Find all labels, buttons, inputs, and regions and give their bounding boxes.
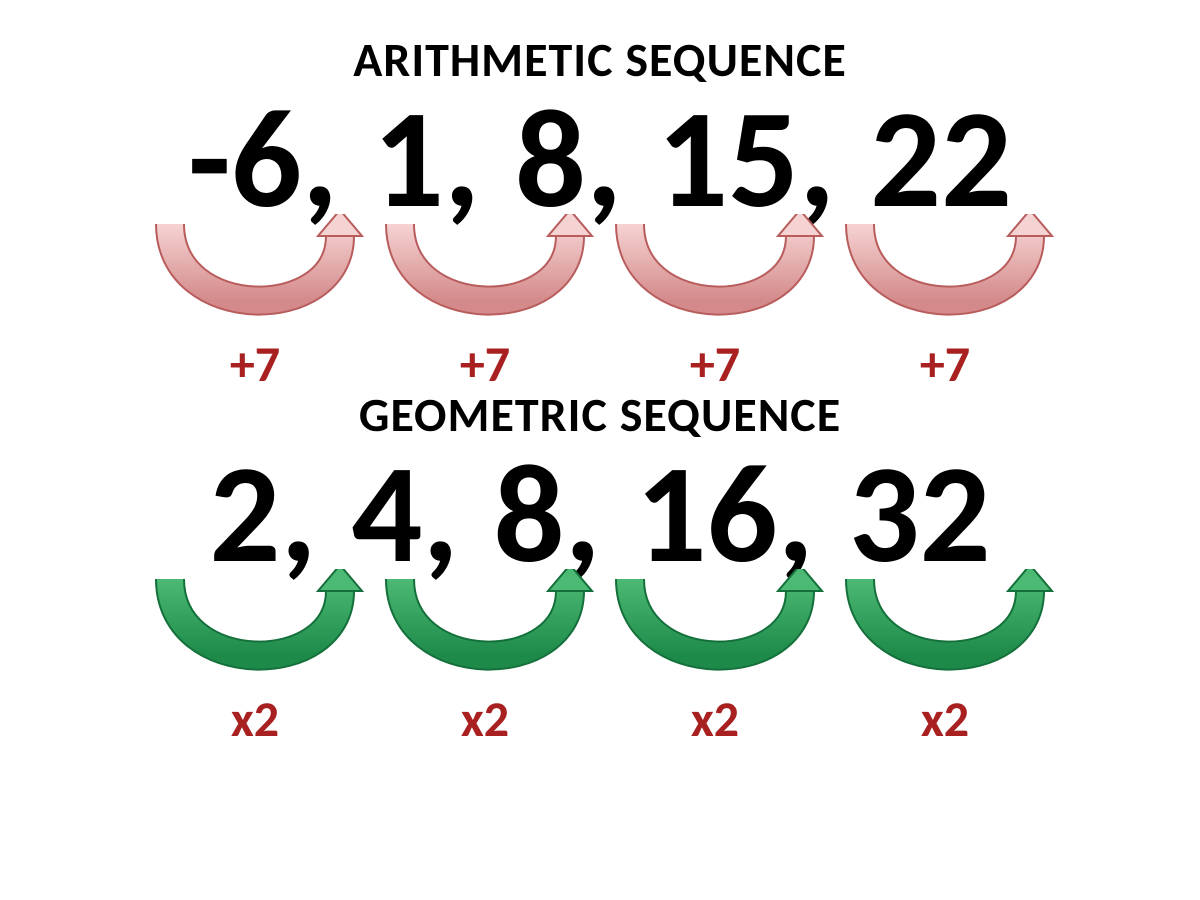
curved-arrow-icon [830,569,1060,689]
operation-label: x2 [231,689,279,750]
curved-arrow-icon [370,214,600,334]
operation-label: x2 [921,689,969,750]
arithmetic-arrows-row [140,214,1060,334]
geometric-operations-row: x2 x2 x2 x2 [140,689,1060,750]
curved-arrow-icon [830,214,1060,334]
sequence-term: 15, [657,89,835,229]
sequence-term: 16, [636,444,814,584]
operation-label: x2 [461,689,509,750]
diagram-container: ARITHMETIC SEQUENCE -6,1,8,15,22 +7+7+7+… [0,0,1200,900]
sequence-term: 4, [352,444,459,584]
sequence-term: 8, [515,89,622,229]
curved-arrow-icon [370,569,600,689]
arithmetic-section: ARITHMETIC SEQUENCE -6,1,8,15,22 +7+7+7+… [140,30,1060,395]
sequence-term: 1, [373,89,480,229]
geometric-section: GEOMETRIC SEQUENCE 2,4,8,16,32 x2x2x2x2 [140,385,1060,750]
sequence-term: 32 [849,444,991,584]
sequence-term: 2, [209,444,316,584]
curved-arrow-icon [140,569,370,689]
curved-arrow-icon [600,569,830,689]
arithmetic-sequence: -6,1,8,15,22 [188,89,1012,229]
sequence-term: -6, [188,89,338,229]
geometric-arrows-row [140,569,1060,689]
curved-arrow-icon [140,214,370,334]
sequence-term: 8, [494,444,601,584]
operation-label: x2 [691,689,739,750]
geometric-sequence: 2, 4,8,16,32 [209,444,990,584]
curved-arrow-icon [600,214,830,334]
sequence-term: 22 [870,89,1012,229]
